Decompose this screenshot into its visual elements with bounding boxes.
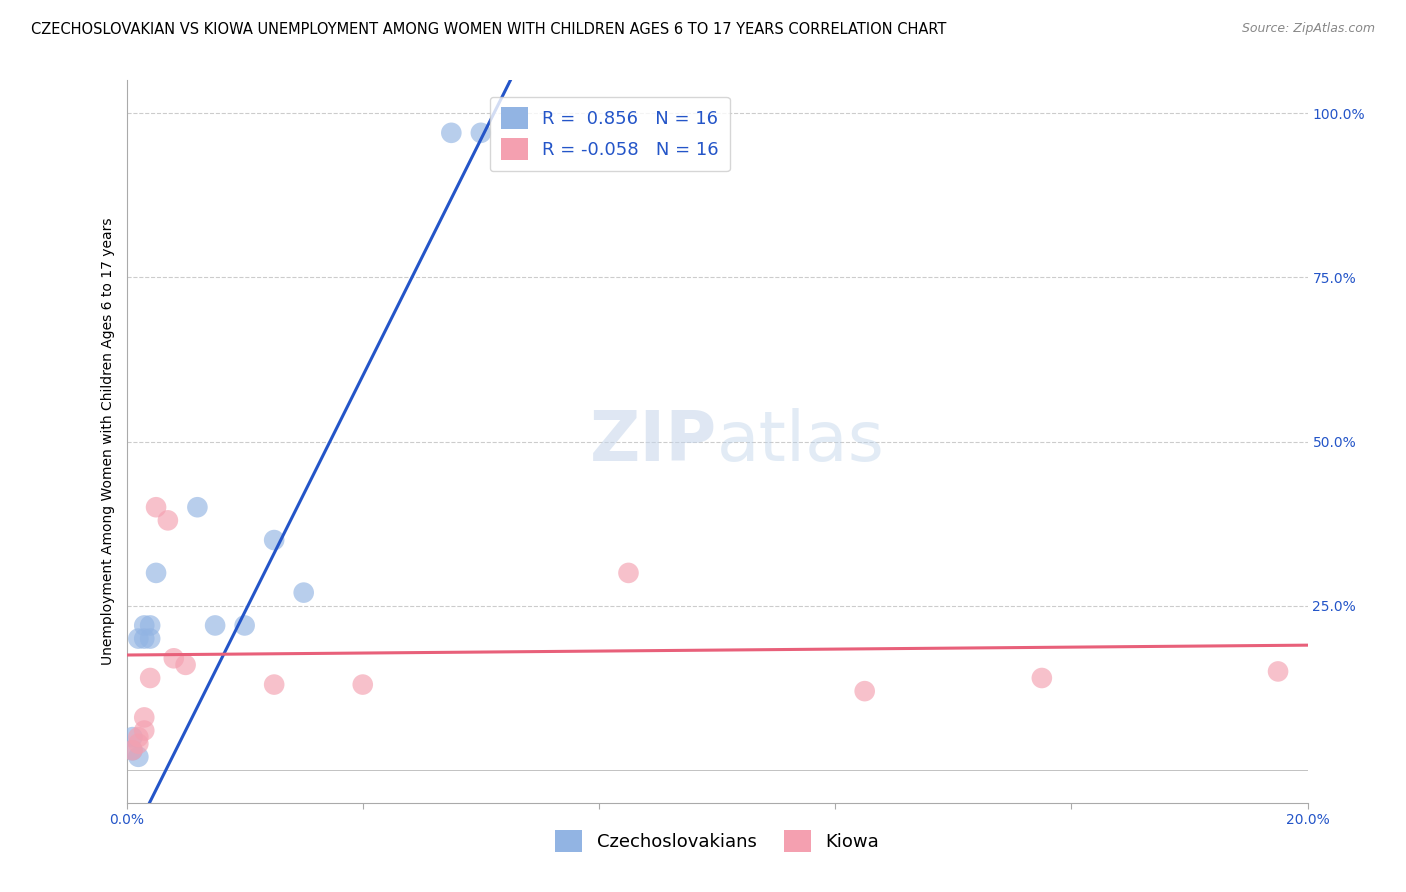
Point — [145, 566, 167, 580]
Text: ZIP: ZIP — [589, 408, 717, 475]
Point — [139, 671, 162, 685]
Point — [145, 500, 167, 515]
Point — [163, 651, 186, 665]
Legend: Czechoslovakians, Kiowa: Czechoslovakians, Kiowa — [548, 822, 886, 859]
Text: atlas: atlas — [717, 408, 884, 475]
Point — [127, 730, 149, 744]
Point — [127, 749, 149, 764]
Point — [617, 566, 640, 580]
Point — [186, 500, 208, 515]
Text: Source: ZipAtlas.com: Source: ZipAtlas.com — [1241, 22, 1375, 36]
Point — [470, 126, 492, 140]
Point — [134, 632, 156, 646]
Point — [127, 632, 149, 646]
Point — [1267, 665, 1289, 679]
Point — [174, 657, 197, 672]
Point — [263, 677, 285, 691]
Point — [121, 730, 143, 744]
Point — [853, 684, 876, 698]
Point — [292, 585, 315, 599]
Point — [263, 533, 285, 547]
Point — [204, 618, 226, 632]
Point — [134, 710, 156, 724]
Point — [134, 618, 156, 632]
Point — [233, 618, 256, 632]
Point — [440, 126, 463, 140]
Y-axis label: Unemployment Among Women with Children Ages 6 to 17 years: Unemployment Among Women with Children A… — [101, 218, 115, 665]
Text: CZECHOSLOVAKIAN VS KIOWA UNEMPLOYMENT AMONG WOMEN WITH CHILDREN AGES 6 TO 17 YEA: CZECHOSLOVAKIAN VS KIOWA UNEMPLOYMENT AM… — [31, 22, 946, 37]
Point — [121, 743, 143, 757]
Point — [1031, 671, 1053, 685]
Point — [121, 743, 143, 757]
Point — [156, 513, 179, 527]
Point — [352, 677, 374, 691]
Point — [139, 632, 162, 646]
Point — [134, 723, 156, 738]
Point — [139, 618, 162, 632]
Point — [127, 737, 149, 751]
